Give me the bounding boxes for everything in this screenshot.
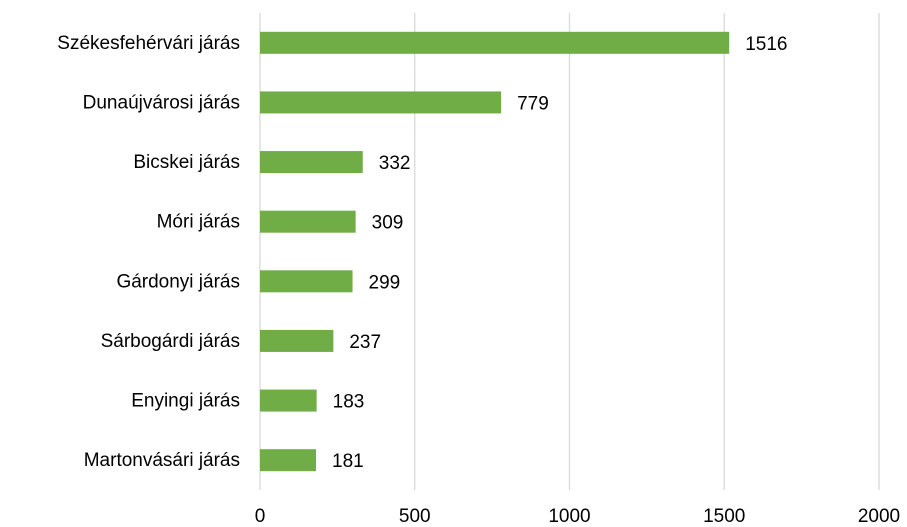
y-tick-label: Gárdonyi járás <box>116 271 240 292</box>
data-label: 183 <box>333 392 365 413</box>
x-tick-label: 0 <box>255 506 266 527</box>
data-label: 332 <box>379 153 411 174</box>
x-tick-label: 1500 <box>703 506 745 527</box>
y-tick-label: Sárbogárdi járás <box>101 331 240 352</box>
y-tick-label: Martonvásári járás <box>84 450 240 471</box>
y-tick-label: Enyingi járás <box>131 391 240 412</box>
data-label: 181 <box>332 451 364 472</box>
y-tick-label: Móri járás <box>157 212 240 233</box>
bar <box>260 329 334 352</box>
bar <box>260 91 502 114</box>
bar <box>260 270 353 293</box>
data-label: 1516 <box>745 34 787 55</box>
y-tick-label: Székesfehérvári járás <box>57 33 240 54</box>
x-tick-label: 2000 <box>858 506 900 527</box>
bar <box>260 449 317 472</box>
data-label: 299 <box>369 272 401 293</box>
bar <box>260 389 317 412</box>
bar <box>260 210 356 233</box>
y-tick-label: Dunaújvárosi járás <box>83 92 240 113</box>
x-tick-label: 1000 <box>548 506 590 527</box>
data-label: 309 <box>372 213 404 234</box>
y-tick-label: Bicskei járás <box>133 152 240 173</box>
data-label: 779 <box>517 93 549 114</box>
bar <box>260 31 730 54</box>
x-tick-label: 500 <box>399 506 431 527</box>
bar <box>260 151 363 174</box>
data-label: 237 <box>349 332 381 353</box>
